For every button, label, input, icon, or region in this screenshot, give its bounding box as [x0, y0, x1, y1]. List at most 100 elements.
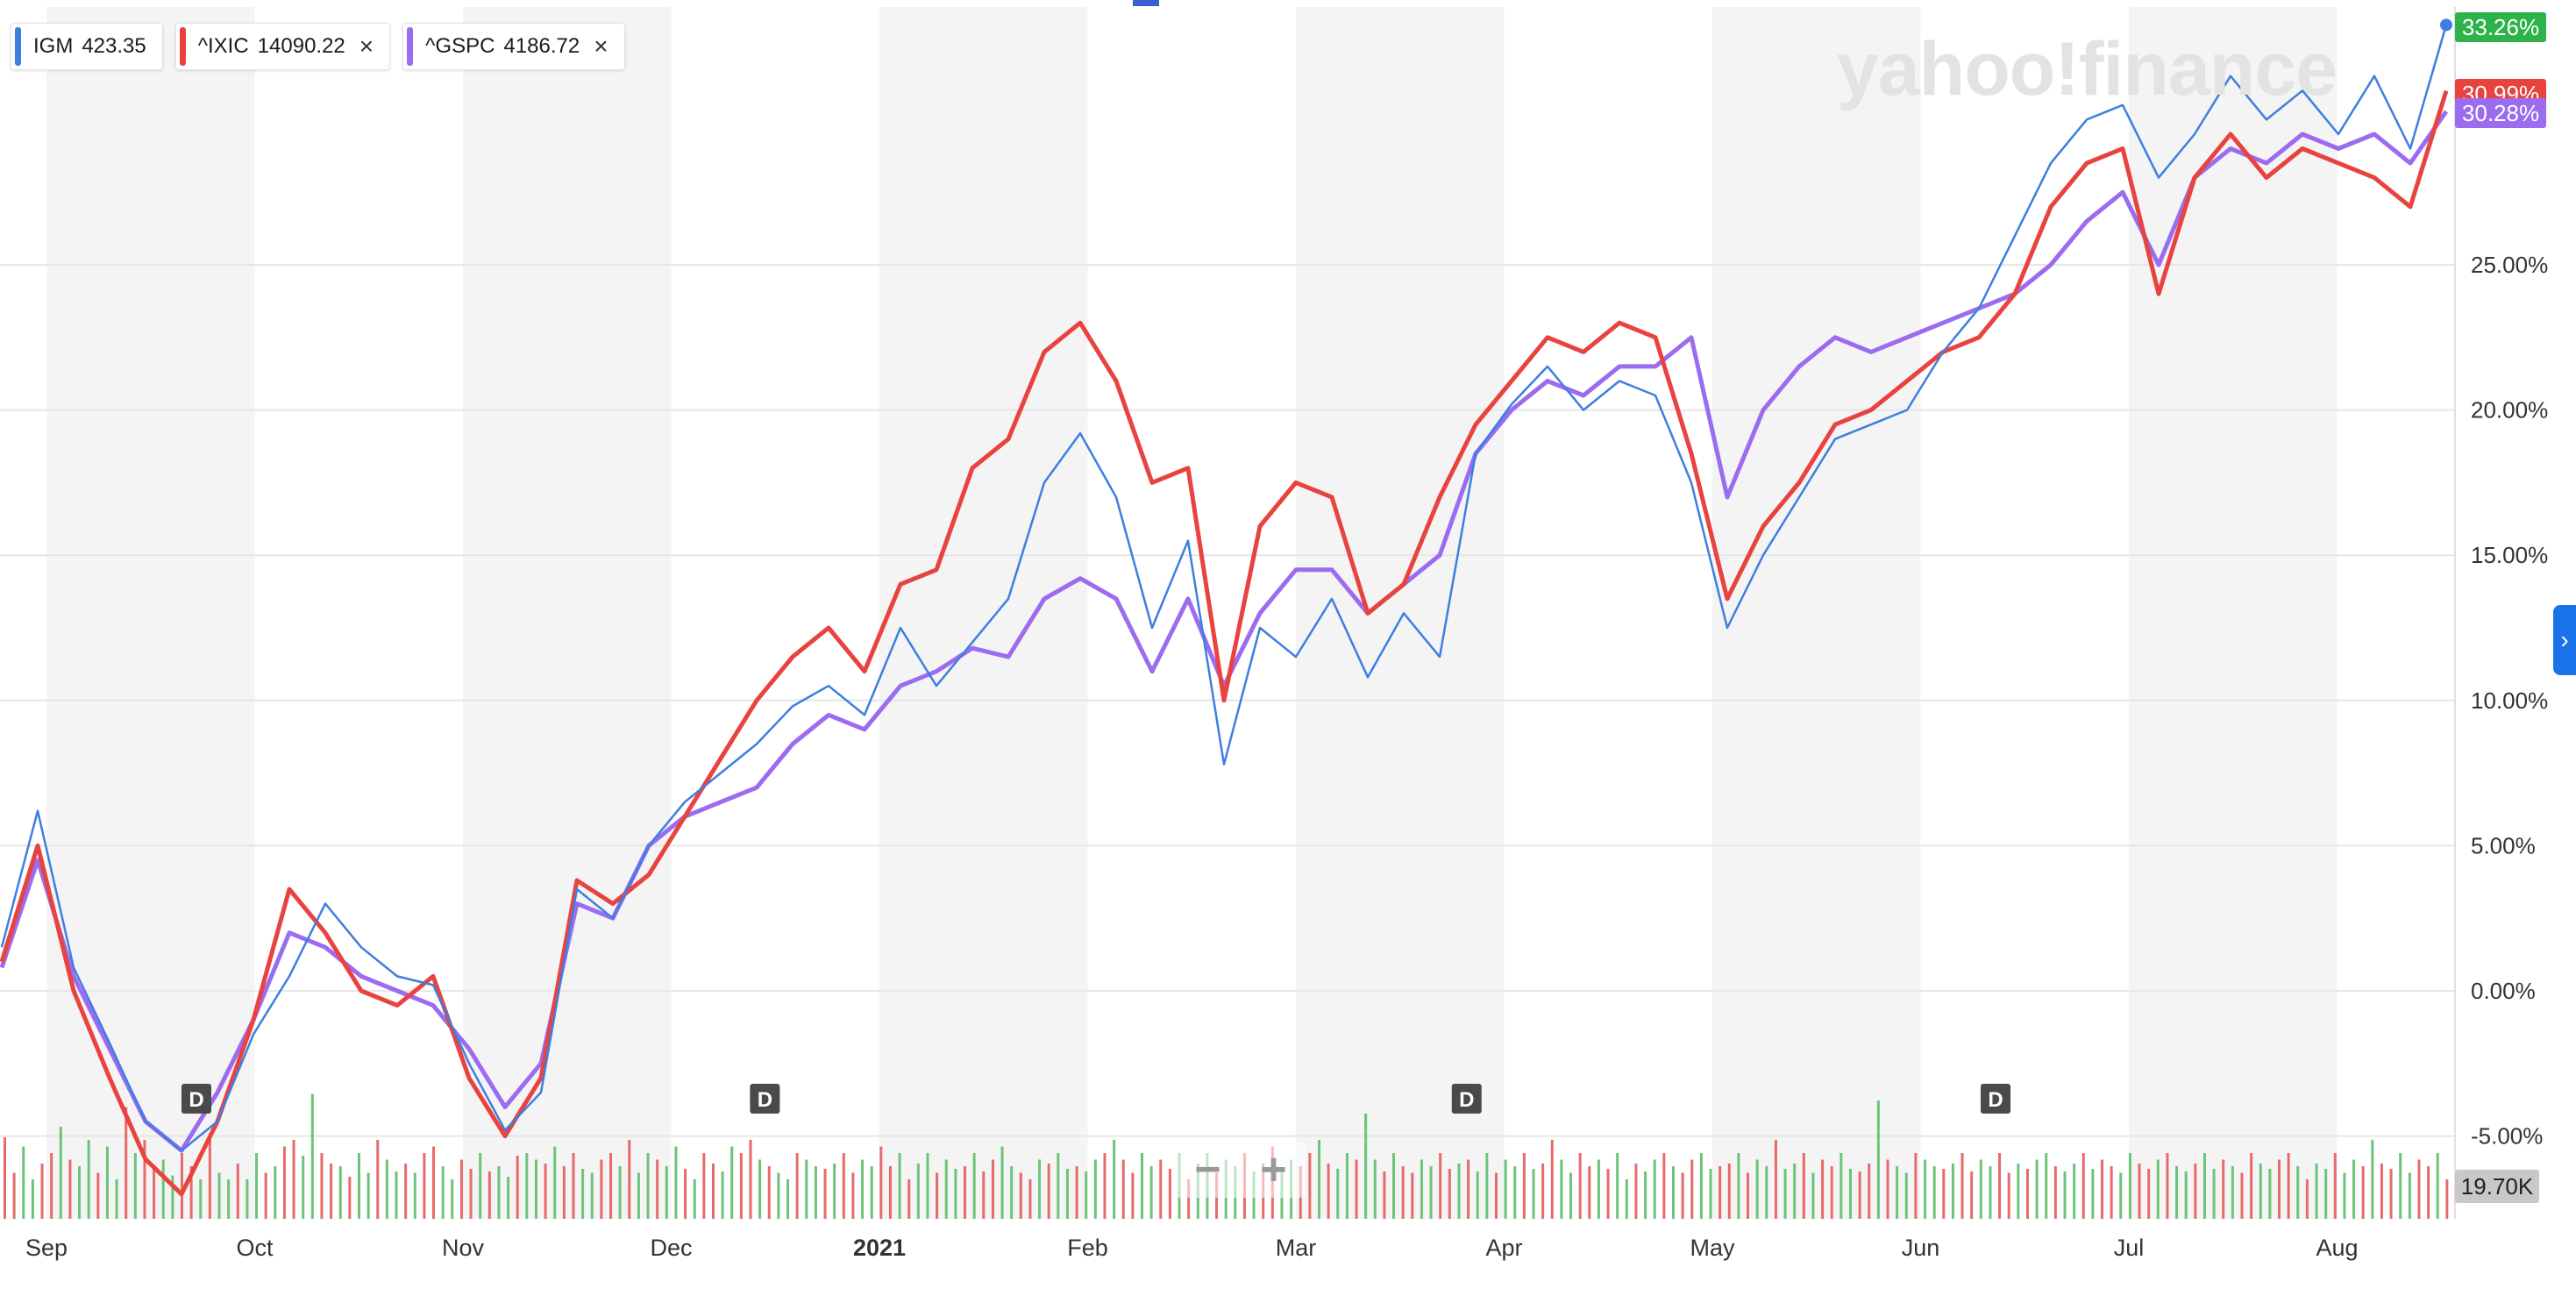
- volume-bar: [1439, 1153, 1442, 1219]
- volume-bar: [2128, 1153, 2131, 1219]
- volume-bar: [2073, 1164, 2076, 1219]
- volume-bar: [1532, 1169, 1535, 1219]
- volume-bar: [68, 1159, 72, 1219]
- month-band: [463, 7, 672, 1219]
- volume-bar: [926, 1153, 929, 1219]
- volume-bar: [767, 1166, 771, 1219]
- volume-bar: [1560, 1159, 1563, 1219]
- volume-bar: [1373, 1159, 1377, 1219]
- volume-bar: [2147, 1169, 2151, 1219]
- volume-bar: [656, 1159, 659, 1219]
- volume-bar: [1634, 1164, 1638, 1219]
- volume-bar: [1485, 1153, 1489, 1219]
- range-handle[interactable]: [1133, 0, 1159, 6]
- volume-bar: [2184, 1171, 2188, 1219]
- volume-label: 19.70K: [2461, 1173, 2534, 1200]
- volume-bar: [1868, 1164, 1871, 1219]
- volume-bar: [1522, 1153, 1526, 1219]
- volume-bar: [236, 1164, 239, 1219]
- volume-bar: [1914, 1153, 1918, 1219]
- volume-bar: [879, 1146, 883, 1219]
- volume-bar: [497, 1166, 501, 1219]
- volume-bar: [2007, 1172, 2010, 1219]
- volume-bar: [814, 1166, 817, 1219]
- volume-bar: [842, 1153, 845, 1219]
- legend-value: 14090.22: [257, 34, 345, 58]
- volume-bar: [2166, 1153, 2169, 1219]
- month-band: [2129, 7, 2338, 1219]
- chevron-right-icon[interactable]: ›: [2553, 605, 2576, 675]
- volume-bar: [786, 1179, 790, 1219]
- volume-bar: [50, 1153, 53, 1219]
- x-axis-ticks: Sep Oct Nov Dec 2021 Feb Mar Apr May Jun Jul Aug: [25, 1235, 2359, 1261]
- volume-bar: [1159, 1159, 1163, 1219]
- legend-chip-igm[interactable]: IGM 423.35: [11, 23, 163, 70]
- volume-bar: [1719, 1166, 1722, 1219]
- last-value-badge: [2455, 12, 2546, 42]
- volume-bar: [898, 1153, 901, 1219]
- volume-bar: [1839, 1153, 1843, 1219]
- volume-bar: [320, 1153, 324, 1219]
- volume-bar: [1709, 1169, 1712, 1219]
- volume-bar: [1979, 1159, 1982, 1219]
- volume-bar: [1392, 1153, 1396, 1219]
- volume-bar: [376, 1140, 380, 1219]
- volume-bar: [749, 1140, 752, 1219]
- minus-icon[interactable]: −: [1194, 1144, 1221, 1195]
- volume-bar: [2268, 1169, 2272, 1219]
- volume-bar: [702, 1153, 706, 1219]
- legend-color-bar: [407, 27, 414, 66]
- volume-bar: [59, 1127, 62, 1219]
- volume-bar: [1308, 1153, 1312, 1219]
- volume-badge: [2455, 1170, 2539, 1203]
- volume-bar: [833, 1164, 836, 1219]
- volume-bar: [684, 1169, 687, 1219]
- volume-bar: [1187, 1179, 1191, 1219]
- volume-bar: [2287, 1153, 2290, 1219]
- last-value-label: 30.28%: [2462, 100, 2539, 126]
- volume-bar: [1662, 1153, 1666, 1219]
- volume-bar: [1131, 1172, 1135, 1219]
- volume-bar: [348, 1177, 352, 1219]
- volume-bar: [1681, 1172, 1684, 1219]
- volume-bar: [972, 1153, 976, 1219]
- month-band: [879, 7, 1088, 1219]
- volume-bar: [2305, 1179, 2309, 1219]
- volume-bar: [1727, 1164, 1731, 1219]
- volume-bar: [479, 1153, 482, 1219]
- volume-bar: [22, 1146, 25, 1219]
- x-tick-label: Sep: [25, 1235, 68, 1261]
- volume-bars: [4, 1093, 2449, 1219]
- y-tick-label: -5.00%: [2471, 1123, 2543, 1150]
- volume-bar: [1364, 1114, 1368, 1219]
- volume-bar: [1149, 1166, 1153, 1219]
- volume-bar: [1085, 1171, 1088, 1219]
- legend-chip-ixic[interactable]: ^IXIC 14090.22 ×: [174, 23, 391, 70]
- volume-bar: [40, 1164, 44, 1219]
- volume-bar: [2296, 1166, 2300, 1219]
- volume-bar: [1737, 1153, 1740, 1219]
- volume-bar: [143, 1140, 146, 1219]
- close-icon[interactable]: ×: [594, 32, 608, 60]
- volume-bar: [487, 1171, 491, 1219]
- legend-chip-gspc[interactable]: ^GSPC 4186.72 ×: [402, 23, 625, 70]
- volume-bar: [600, 1159, 603, 1219]
- volume-bar: [1411, 1172, 1414, 1219]
- volume-bar: [1793, 1164, 1797, 1219]
- volume-bar: [888, 1166, 892, 1219]
- last-value-labels: 33.26%30.99%30.28%19.70K: [2455, 12, 2546, 1203]
- volume-bar: [171, 1175, 174, 1219]
- close-icon[interactable]: ×: [359, 32, 374, 60]
- volume-bar: [2333, 1153, 2337, 1219]
- volume-bar: [133, 1153, 137, 1219]
- volume-bar: [1047, 1164, 1050, 1219]
- volume-bar: [534, 1159, 537, 1219]
- volume-bar: [413, 1172, 416, 1219]
- plus-icon[interactable]: +: [1260, 1144, 1287, 1195]
- volume-bar: [590, 1172, 594, 1219]
- legend-symbol: ^GSPC: [425, 34, 495, 58]
- volume-bar: [264, 1172, 267, 1219]
- volume-bar: [721, 1171, 724, 1219]
- volume-bar: [2231, 1166, 2234, 1219]
